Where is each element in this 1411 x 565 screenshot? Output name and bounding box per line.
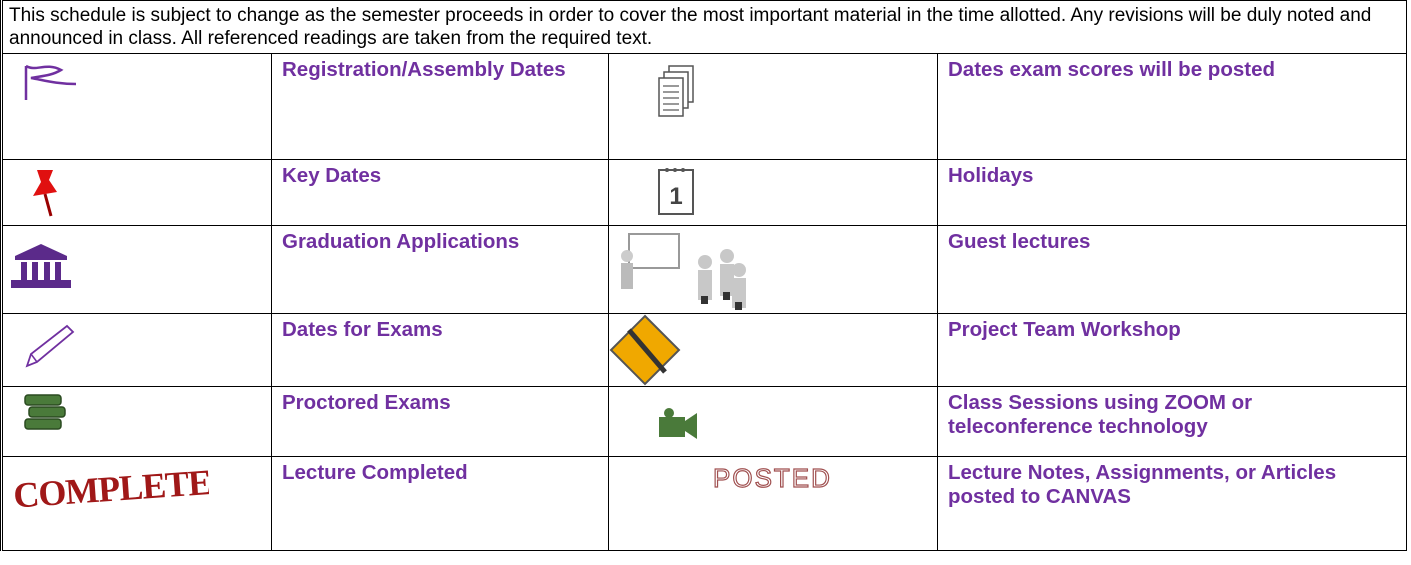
svg-text:1: 1 xyxy=(669,183,682,210)
legend-label: Holidays xyxy=(936,159,1408,226)
legend-label: Lecture Notes, Assignments, or Articles … xyxy=(936,456,1408,551)
pen-icon xyxy=(609,314,681,386)
legend-label: Registration/Assembly Dates xyxy=(271,53,609,160)
icon-cell: 1 xyxy=(608,159,938,226)
pushpin-icon xyxy=(33,170,57,217)
legend-label: Graduation Applications xyxy=(271,225,609,314)
legend-label: Lecture Completed xyxy=(271,456,609,551)
icon-cell: POSTED xyxy=(608,456,938,551)
icon-cell xyxy=(0,159,272,226)
schedule-note: This schedule is subject to change as th… xyxy=(0,0,1408,54)
books-icon xyxy=(24,394,66,430)
icon-cell xyxy=(0,386,272,457)
calendar-icon: 1 xyxy=(658,168,694,215)
legend-label: Guest lectures xyxy=(936,225,1408,314)
icon-cell xyxy=(608,386,938,457)
icon-cell xyxy=(0,225,272,314)
icon-cell xyxy=(0,313,272,387)
legend-label: Proctored Exams xyxy=(271,386,609,457)
legend-label: Project Team Workshop xyxy=(936,313,1408,387)
svg-text:COMPLETED: COMPLETED xyxy=(12,461,209,511)
legend-label: Class Sessions using ZOOM or teleconfere… xyxy=(936,386,1408,457)
icon-cell xyxy=(608,53,938,160)
lecture-icon xyxy=(621,233,746,310)
camera-icon xyxy=(659,408,697,439)
flag-icon xyxy=(24,64,77,100)
legend-label: Dates exam scores will be posted xyxy=(936,53,1408,160)
icon-cell: COMPLETED xyxy=(0,456,272,551)
building-icon xyxy=(11,244,71,288)
legend-table: This schedule is subject to change as th… xyxy=(0,0,1408,551)
svg-text:POSTED: POSTED xyxy=(713,463,832,493)
legend-label: Key Dates xyxy=(271,159,609,226)
icon-cell xyxy=(0,53,272,160)
icon-cell xyxy=(608,313,938,387)
pencil-icon xyxy=(25,324,75,368)
legend-label: Dates for Exams xyxy=(271,313,609,387)
icon-cell xyxy=(608,225,938,314)
completed-stamp: COMPLETED xyxy=(12,461,209,511)
schedule-legend: This schedule is subject to change as th… xyxy=(0,0,1408,551)
documents-icon xyxy=(658,65,694,117)
posted-stamp: POSTED xyxy=(712,462,832,493)
